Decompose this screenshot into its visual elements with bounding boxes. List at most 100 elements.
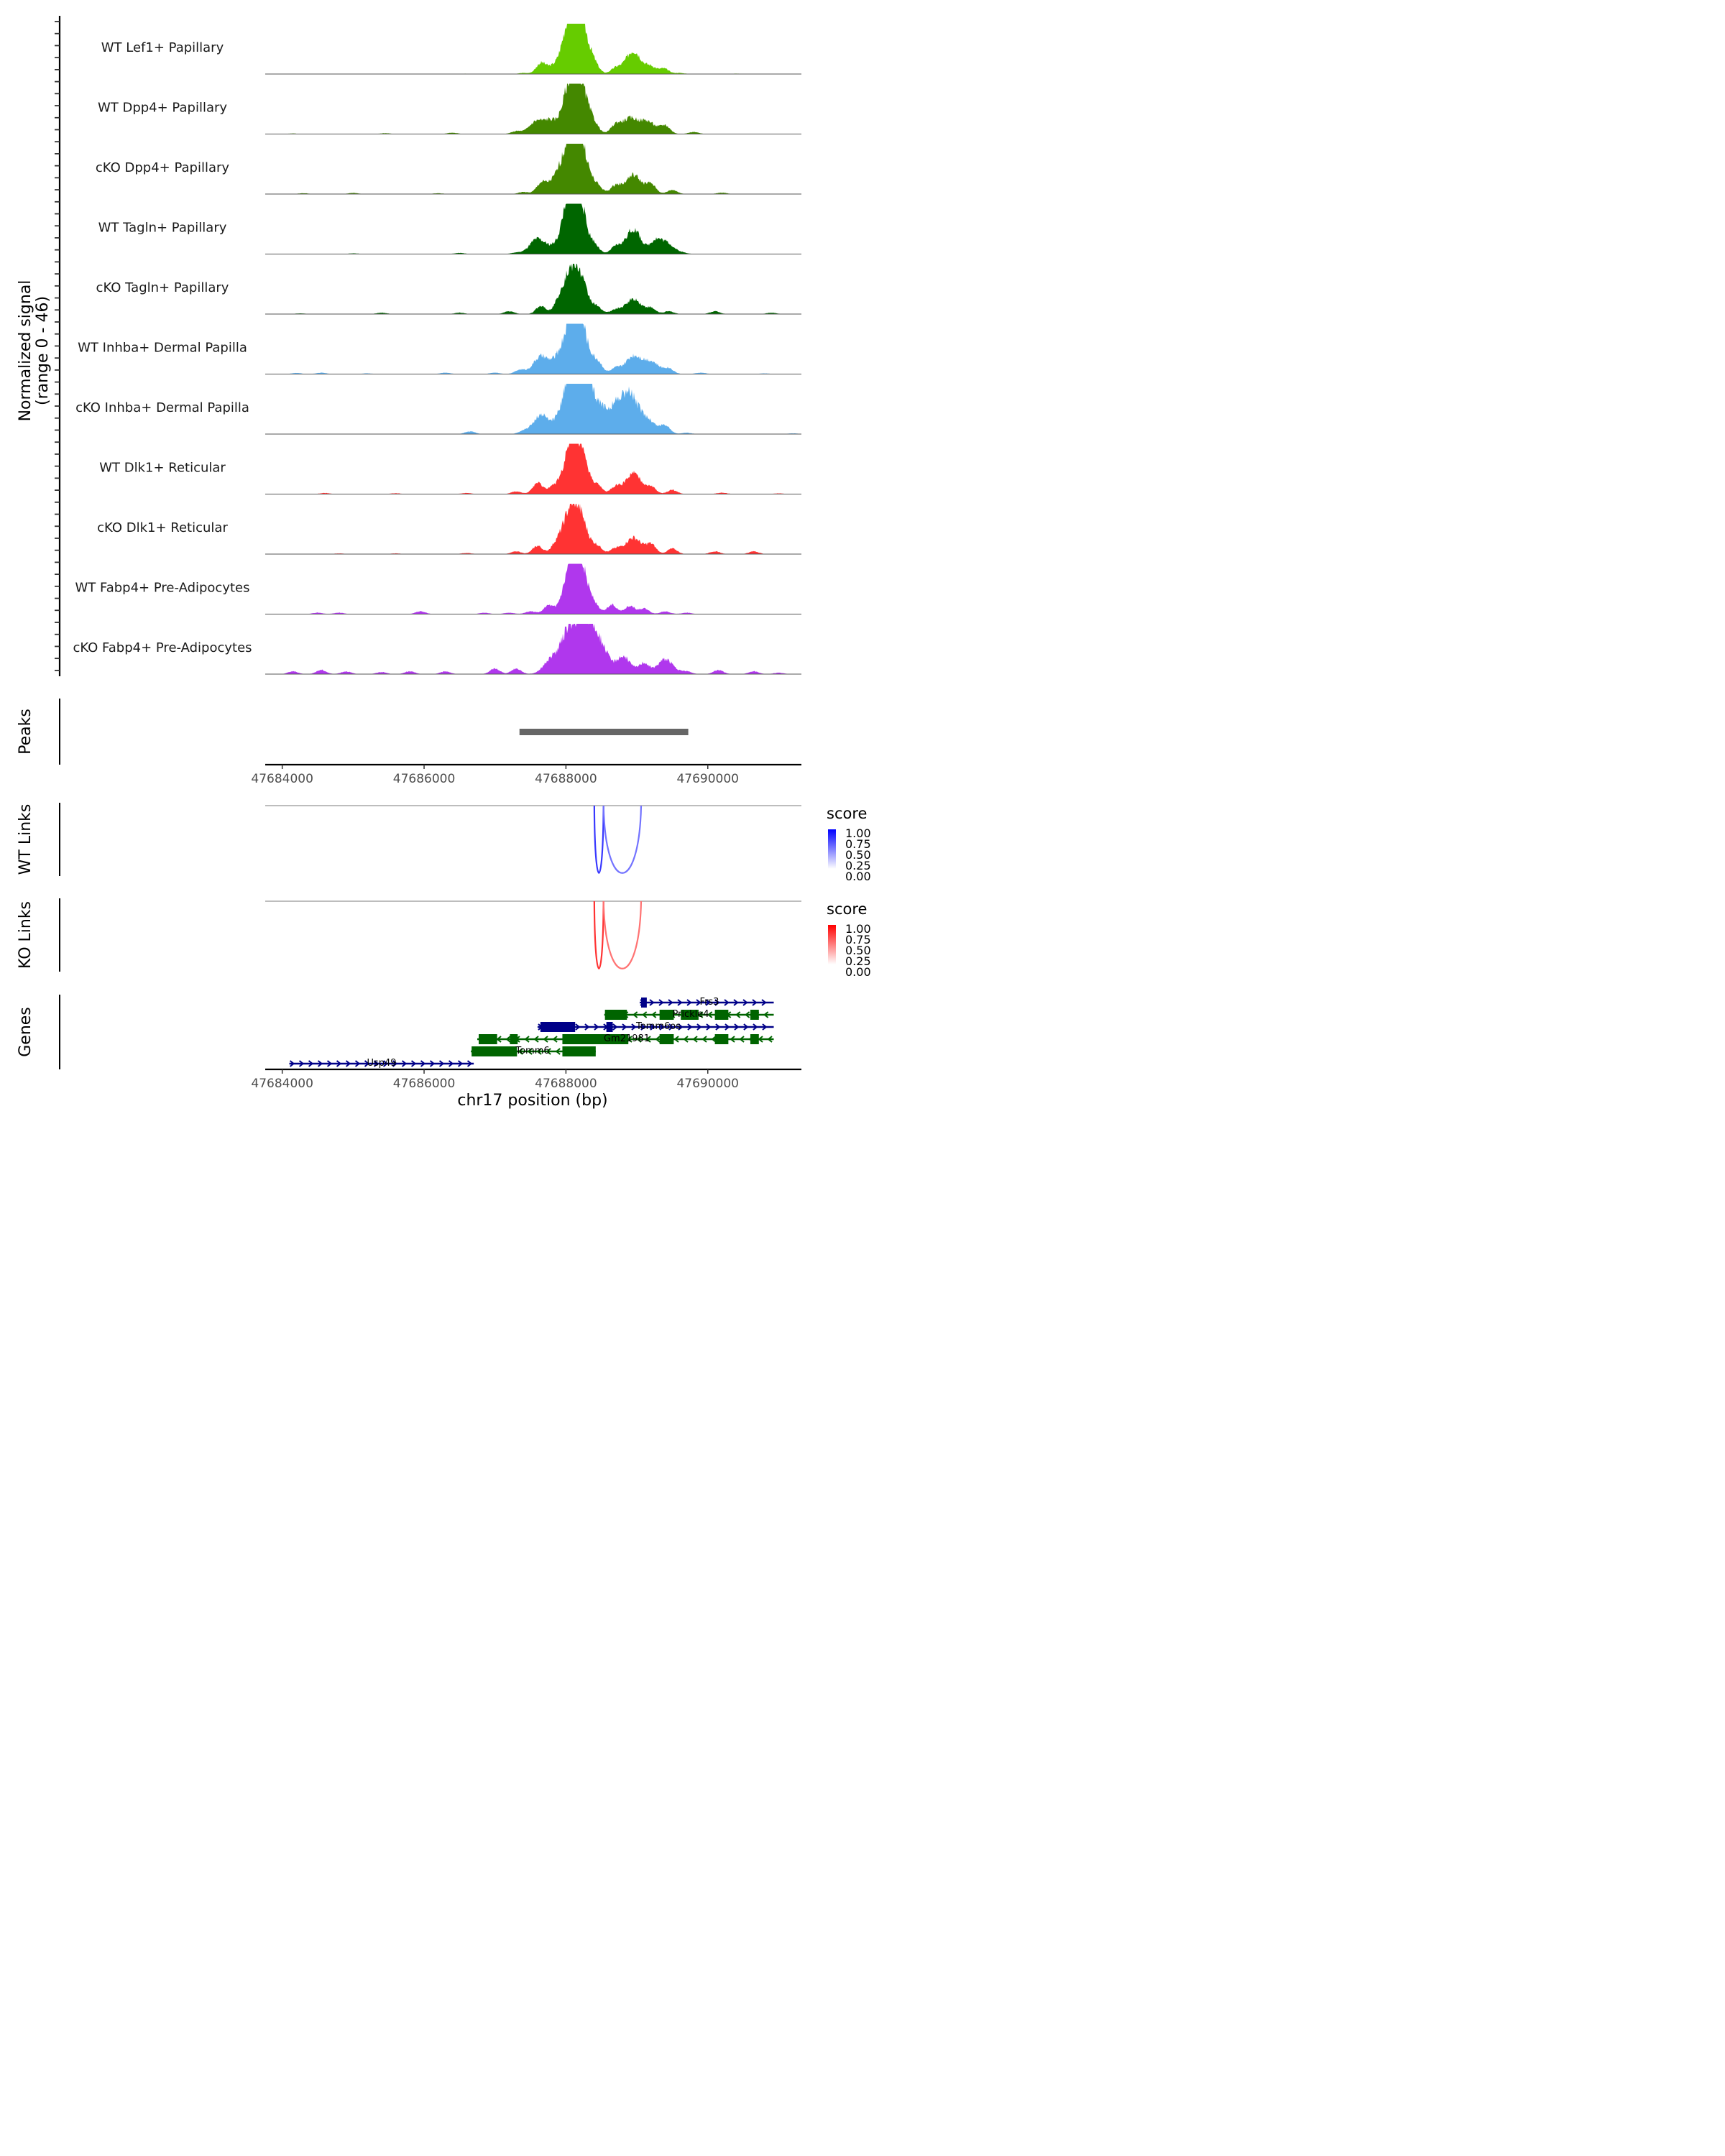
links-track: KO Links score 1.000.750.500.250.00 [17,898,871,979]
strand-chevron [536,1048,542,1055]
strand-chevron [410,1060,417,1067]
legend-title: score [827,805,867,822]
strand-chevron [739,1036,745,1043]
track-label: cKO Tagln+ Papillary [96,280,229,295]
strand-chevron [696,1023,702,1031]
strand-chevron [649,999,655,1006]
strand-chevron [753,1023,758,1031]
strand-chevron [317,1060,323,1067]
strand-chevron [382,1060,389,1067]
legend-colorbar [828,829,836,869]
x-axis-genes: 47684000 47686000 47688000 47690000 [251,1068,801,1091]
coverage-track: WT Fabp4+ Pre-Adipocytes [75,563,801,614]
strand-chevron [466,1060,473,1067]
coverage-track: cKO Inhba+ Dermal Papilla [75,384,801,435]
gene-exon [714,1034,729,1044]
legend-tick-label: 0.75 [845,933,871,946]
gene-exon [562,1034,629,1044]
strand-chevron [668,1023,674,1031]
strand-chevron [640,1023,646,1031]
strand-chevron [420,1060,426,1067]
strand-chevron [763,1011,769,1018]
strand-chevron [714,999,720,1006]
strand-chevron [677,999,683,1006]
strand-chevron [687,1023,693,1031]
strand-chevron [546,1048,551,1055]
genes-track-label: Genes [17,1007,34,1057]
strand-chevron [345,1060,351,1067]
peaks-track [519,729,689,735]
gene-label: Gm21981 [604,1033,650,1044]
strand-chevron [762,1023,768,1031]
strand-chevron [392,1060,398,1067]
coverage-area [265,24,801,74]
strand-chevron [683,1036,689,1043]
strand-chevron [298,1060,305,1067]
track-label: cKO Dlk1+ Reticular [97,520,228,535]
strand-chevron [659,1023,665,1031]
strand-chevron [636,1036,642,1043]
strand-chevron [505,1036,511,1043]
legend-tick-label: 1.00 [845,922,871,936]
strand-chevron [289,1060,295,1067]
strand-chevron [711,1036,717,1043]
gene-exon [640,998,647,1008]
x-tick-label: 47684000 [251,772,313,786]
x-tick-label: 47688000 [535,1077,597,1091]
ylabel-line-2: (range 0 - 46) [34,296,52,405]
strand-chevron [752,999,758,1006]
link-arc [602,900,643,969]
link-arc [593,900,604,969]
strand-chevron [705,999,711,1006]
legend-tick-label: 0.25 [845,954,871,968]
strand-chevron [658,999,664,1006]
strand-chevron [715,1023,721,1031]
gene-model: Gm21981 [477,1033,774,1044]
strand-chevron [632,1011,638,1018]
coverage-area [265,504,801,554]
gene-exon [750,1010,759,1020]
strand-chevron [735,1011,741,1018]
coverage-track: WT Dlk1+ Reticular [99,443,801,494]
coverage-track: WT Inhba+ Dermal Papilla [78,323,801,374]
gene-model: Tomm6 [471,1046,596,1056]
gene-model: Frs3 [640,997,774,1008]
gene-exon [714,1010,729,1020]
strand-chevron [631,1023,637,1031]
strand-chevron [354,1060,361,1067]
coverage-track: WT Lef1+ Papillary [101,24,801,75]
links-track-label: WT Links [17,804,34,875]
gene-label: Usp49 [367,1058,396,1069]
ylabel-line-1: Normalized signal [17,280,34,422]
legend-tick-label: 0.25 [845,859,871,872]
x-tick-label: 47684000 [251,1077,313,1091]
genome-browser-figure: Normalized signal (range 0 - 46) WT Lef1… [17,16,871,1110]
coverage-area [265,83,801,134]
gene-exon [604,1010,627,1020]
strand-chevron [707,1011,713,1018]
strand-chevron [678,1023,684,1031]
strand-chevron [696,999,702,1006]
strand-chevron [742,999,748,1006]
strand-chevron [686,999,692,1006]
track-label: WT Dpp4+ Papillary [98,101,227,116]
strand-chevron [533,1036,539,1043]
gene-model: Tomm6os [537,1021,774,1032]
gene-exon [659,1010,674,1020]
strand-chevron [496,1036,502,1043]
strand-chevron [668,999,673,1006]
strand-chevron [645,1036,651,1043]
gene-model: Prickle4 [604,1009,774,1020]
gene-exon [479,1034,497,1044]
coverage-track: WT Dpp4+ Papillary [98,83,801,134]
x-tick-label: 47690000 [676,772,739,786]
track-label: WT Lef1+ Papillary [101,40,224,55]
x-tick-label: 47690000 [676,1077,739,1091]
legend-colorbar [828,925,836,964]
strand-chevron [373,1060,380,1067]
gene-exon [681,1010,699,1020]
track-label: WT Inhba+ Dermal Papilla [78,341,247,356]
strand-chevron [448,1060,454,1067]
legend-tick-label: 0.00 [845,965,871,979]
gene-exon [606,1022,613,1032]
